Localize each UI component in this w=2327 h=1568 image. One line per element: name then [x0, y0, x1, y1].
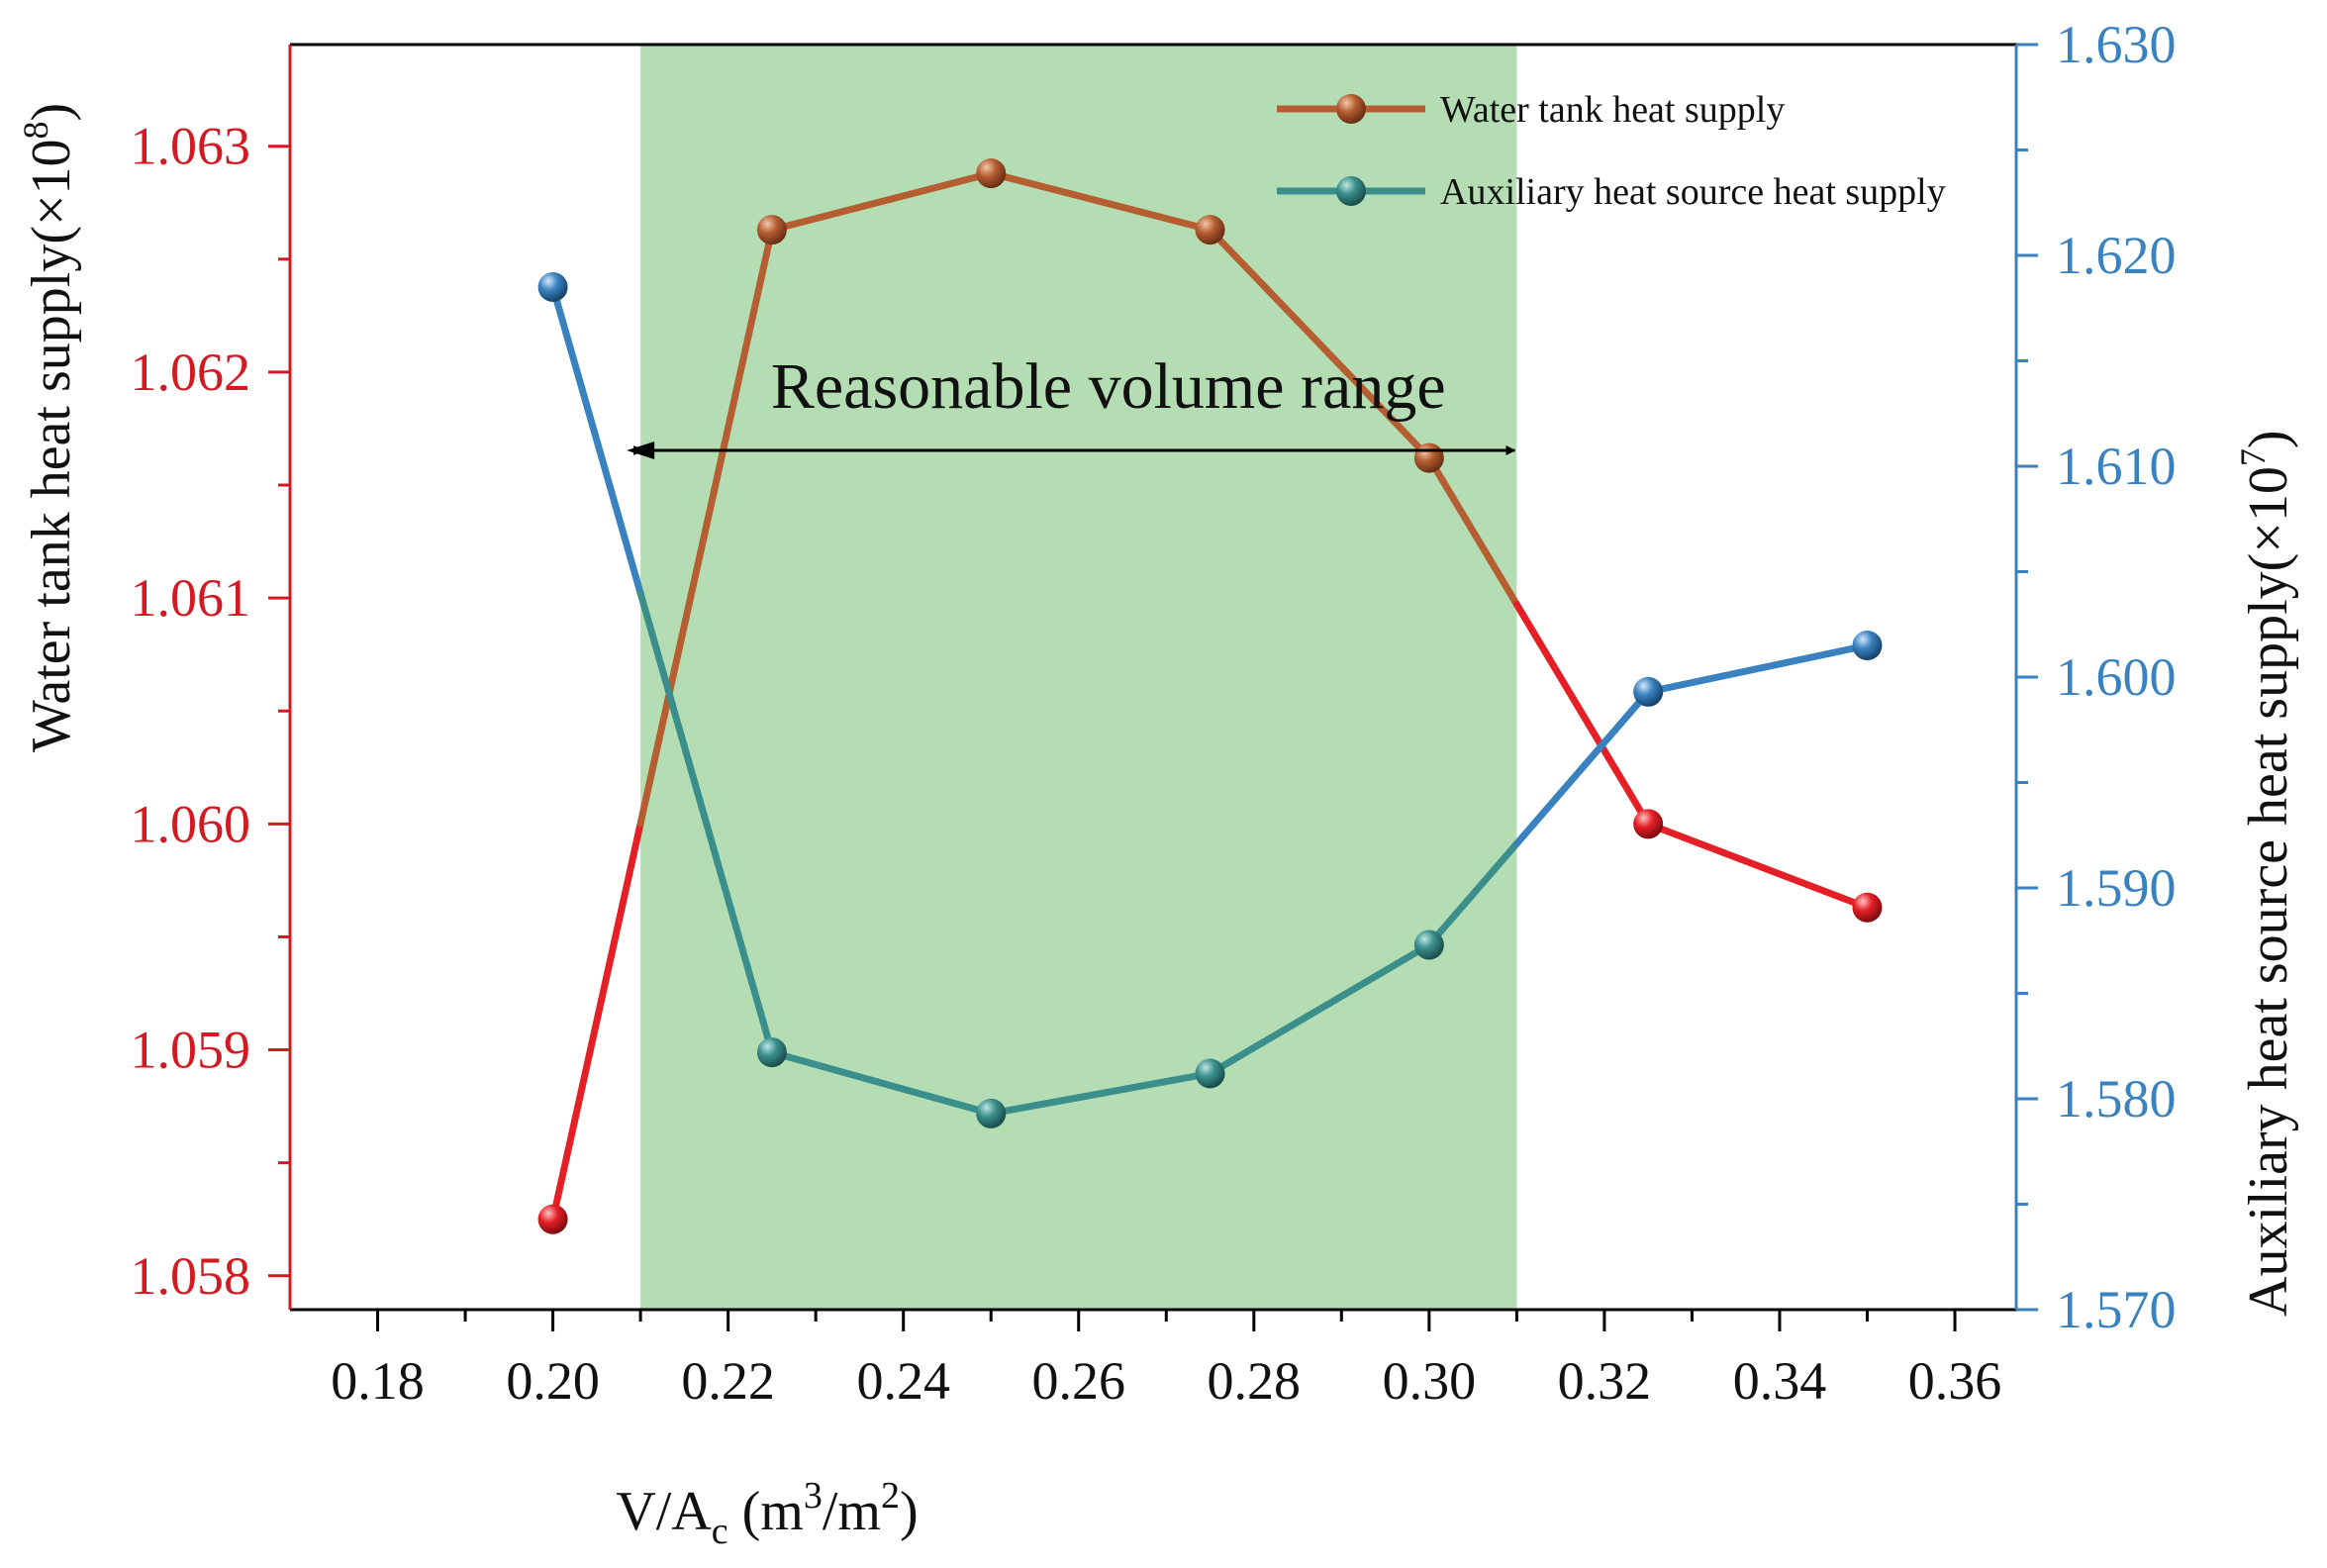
range-arrow-left-head [627, 441, 655, 459]
y-left-tick-label: 1.061 [131, 568, 251, 628]
x-axis-label: V/Ac (m3/m2) [616, 1475, 918, 1552]
water-tank-point [1195, 215, 1225, 245]
auxiliary-heat-line-segment [1644, 641, 1872, 696]
auxiliary-heat-line-segment [1512, 688, 1652, 847]
x-tick-label: 0.18 [331, 1351, 425, 1411]
water-tank-line-segment [1512, 601, 1652, 828]
water-tank-point [1633, 809, 1664, 839]
y-right-tick-label: 1.620 [2056, 226, 2177, 285]
water-tank-line-segment [768, 169, 995, 234]
x-tick-label: 0.20 [506, 1351, 600, 1411]
x-tick-label: 0.32 [1558, 1351, 1652, 1411]
water-tank-line-segment [636, 226, 776, 828]
x-tick-label: 0.34 [1733, 1351, 1827, 1411]
range-label: Reasonable volume range [771, 350, 1446, 423]
auxiliary-heat-line-segment [987, 1069, 1214, 1118]
y-left-tick-label: 1.060 [131, 794, 251, 853]
y-right-tick-label: 1.580 [2056, 1069, 2177, 1128]
legend-auxiliary-heat-label: Auxiliary heat source heat supply [1440, 171, 1946, 213]
series-lines-layer [549, 169, 1872, 1224]
auxiliary-heat-point [976, 1098, 1007, 1128]
water-tank-point [1413, 442, 1444, 473]
y-left-tick-label: 1.063 [131, 117, 251, 176]
legend: Water tank heat supply Auxiliary heat sou… [1277, 89, 1946, 213]
x-tick-label: 0.24 [856, 1351, 950, 1411]
x-tick-label: 0.28 [1208, 1351, 1302, 1411]
y-left-tick-label: 1.062 [131, 343, 251, 402]
auxiliary-heat-point [1195, 1058, 1225, 1089]
y-right-tick-label: 1.590 [2056, 858, 2177, 918]
auxiliary-heat-point [756, 1037, 787, 1068]
y-right-tick-label: 1.600 [2056, 647, 2177, 707]
x-tick-label: 0.26 [1032, 1351, 1126, 1411]
auxiliary-heat-line-segment [1425, 839, 1520, 949]
y-axis-right-label: Auxiliary heat source heat supply(×107) [2233, 430, 2299, 1317]
water-tank-point [1852, 892, 1883, 923]
auxiliary-heat-line-segment [1207, 941, 1433, 1077]
water-tank-line-segment [1207, 226, 1433, 462]
x-tick-label: 0.30 [1383, 1351, 1477, 1411]
y-axis-left-label: Water tank heat supply(×108) [16, 103, 82, 752]
auxiliary-heat-point [1852, 631, 1883, 661]
water-tank-point [756, 215, 787, 245]
auxiliary-heat-point [1633, 676, 1664, 707]
water-tank-line-segment [987, 169, 1214, 234]
legend-water-tank-swatch-marker [1336, 94, 1366, 124]
annotation-layer: Reasonable volume range [627, 350, 1516, 459]
auxiliary-heat-line-segment [549, 283, 644, 597]
series-markers-layer [537, 158, 1883, 1234]
y-right-tick-label: 1.570 [2056, 1280, 2177, 1339]
water-tank-line-segment [549, 820, 644, 1224]
water-tank-line-segment [1644, 820, 1872, 912]
y-right-tick-label: 1.610 [2056, 437, 2177, 496]
axes-layer: 0.18 0.20 0.22 0.24 0.26 0.28 0.30 0.32 0.34 0.36… [131, 15, 2177, 1411]
auxiliary-heat-line-segment [768, 1048, 995, 1118]
x-tick-label: 0.36 [1908, 1351, 2002, 1411]
legend-water-tank-label: Water tank heat supply [1440, 89, 1785, 131]
auxiliary-heat-line-segment [636, 589, 776, 1056]
y-left-tick-label: 1.059 [131, 1021, 251, 1080]
water-tank-point [976, 158, 1007, 189]
auxiliary-heat-point [1413, 930, 1444, 960]
y-right-tick-label: 1.630 [2056, 15, 2177, 74]
legend-auxiliary-heat-swatch-marker [1336, 176, 1366, 206]
water-tank-line-segment [1425, 454, 1520, 609]
auxiliary-heat-point [537, 271, 568, 302]
x-tick-label: 0.22 [681, 1351, 775, 1411]
y-left-tick-label: 1.058 [131, 1246, 251, 1306]
water-tank-point [537, 1204, 568, 1234]
